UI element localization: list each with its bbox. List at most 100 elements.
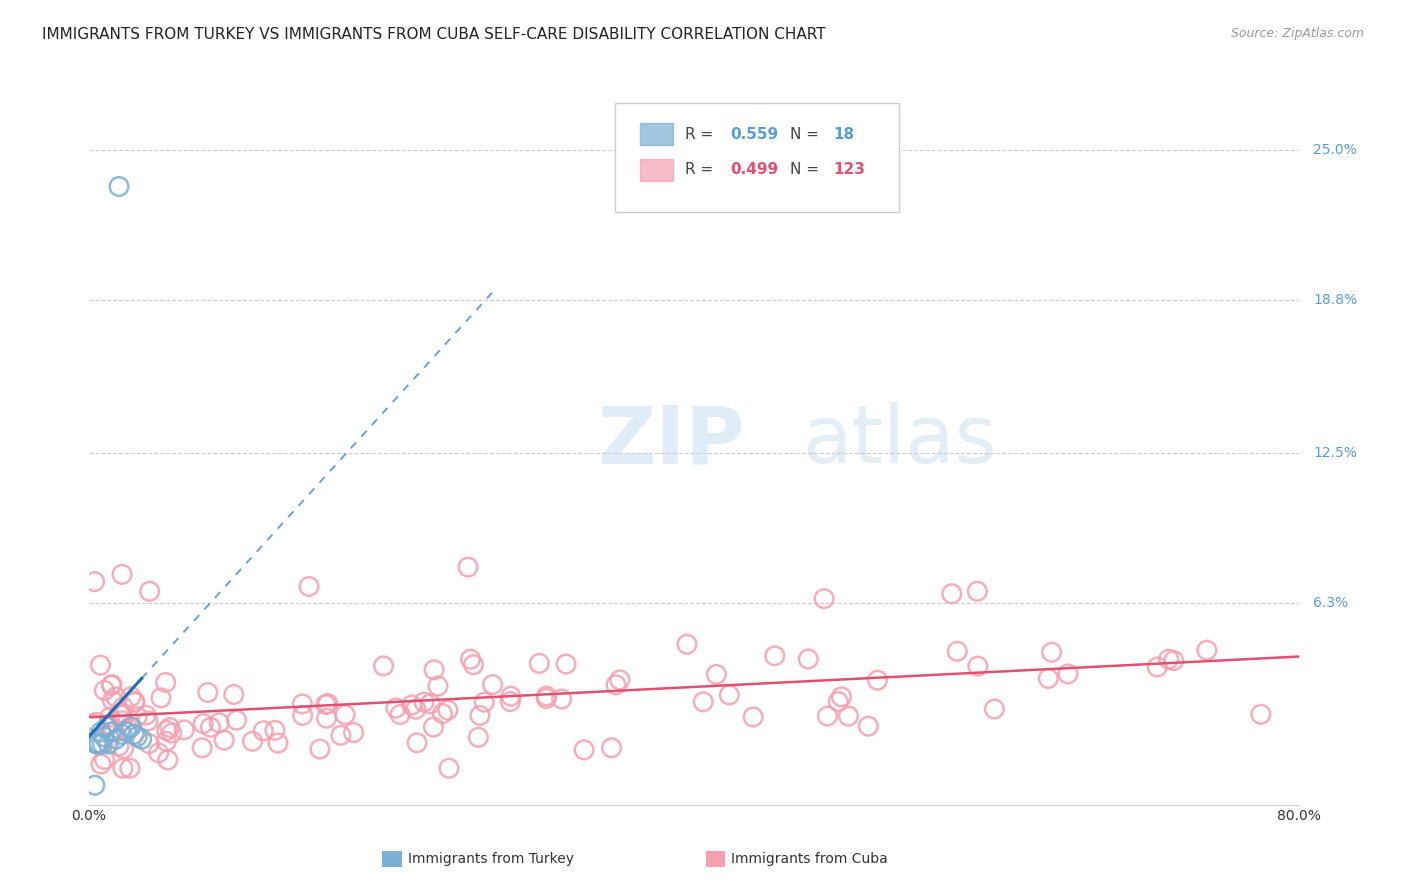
Point [264, 723, 287, 738]
Point [208, 715, 231, 730]
Point [111, 761, 134, 775]
Point [100, 725, 122, 739]
Point [385, 701, 408, 715]
Point [84, 737, 107, 751]
Point [200, 720, 222, 734]
Point [98, 717, 121, 731]
Point [104, 690, 127, 704]
Text: 18: 18 [832, 127, 853, 142]
FancyBboxPatch shape [641, 159, 673, 181]
Point [148, 746, 170, 760]
Text: N =: N = [790, 162, 824, 178]
Point [155, 734, 177, 748]
Text: atlas: atlas [803, 402, 997, 480]
Point [155, 675, 177, 690]
Point [90, 725, 112, 739]
Point [104, 732, 127, 747]
Point [1038, 672, 1060, 686]
Point [1040, 645, 1063, 659]
Point [437, 703, 460, 717]
Point [97, 737, 120, 751]
Point [122, 727, 145, 741]
Point [309, 742, 332, 756]
Point [342, 725, 364, 739]
Text: Immigrants from Turkey: Immigrants from Turkey [408, 852, 574, 866]
Point [291, 708, 314, 723]
Point [101, 677, 124, 691]
Point [941, 587, 963, 601]
Point [315, 698, 337, 712]
Point [117, 721, 139, 735]
Point [550, 692, 572, 706]
Point [156, 753, 179, 767]
Point [423, 663, 446, 677]
Point [830, 690, 852, 704]
Point [108, 739, 131, 753]
Point [87, 737, 110, 751]
Point [138, 737, 160, 751]
Point [1146, 660, 1168, 674]
Point [111, 714, 134, 728]
Point [118, 761, 141, 775]
Point [83, 778, 105, 792]
Point [136, 714, 159, 728]
Text: 25.0%: 25.0% [1313, 143, 1357, 157]
Point [96, 720, 118, 734]
Point [120, 720, 142, 734]
Point [131, 732, 153, 747]
Point [837, 709, 859, 723]
Text: R =: R = [685, 162, 718, 178]
Point [89, 658, 111, 673]
Point [333, 707, 356, 722]
Point [536, 689, 558, 703]
Point [111, 567, 134, 582]
Point [100, 678, 122, 692]
Point [112, 700, 135, 714]
Point [866, 673, 889, 688]
Point [419, 697, 441, 711]
Point [692, 695, 714, 709]
Point [252, 723, 274, 738]
Point [267, 736, 290, 750]
Point [111, 727, 134, 741]
Point [83, 574, 105, 589]
Text: 18.8%: 18.8% [1313, 293, 1357, 308]
Point [93, 752, 115, 766]
Point [225, 713, 247, 727]
Point [82, 717, 104, 731]
Point [858, 719, 880, 733]
Point [813, 591, 835, 606]
Point [389, 707, 412, 722]
Point [373, 658, 395, 673]
Point [173, 723, 195, 737]
Point [609, 673, 631, 687]
Point [600, 740, 623, 755]
Point [291, 697, 314, 711]
Point [817, 709, 839, 723]
Point [108, 706, 131, 721]
Point [406, 736, 429, 750]
Point [91, 737, 114, 751]
Point [98, 710, 121, 724]
Point [742, 710, 765, 724]
Point [1057, 667, 1080, 681]
Point [127, 730, 149, 744]
Point [437, 761, 460, 775]
Point [467, 731, 489, 745]
Text: R =: R = [685, 127, 718, 142]
Point [966, 584, 988, 599]
Text: 12.5%: 12.5% [1313, 446, 1357, 460]
Text: 123: 123 [832, 162, 865, 178]
Point [115, 725, 138, 739]
Point [463, 657, 485, 672]
Point [499, 689, 522, 703]
Point [555, 657, 578, 671]
Point [222, 688, 245, 702]
Point [112, 741, 135, 756]
Point [191, 740, 214, 755]
Point [127, 709, 149, 723]
Point [159, 721, 181, 735]
Point [124, 695, 146, 709]
Point [432, 706, 454, 721]
Point [763, 648, 786, 663]
